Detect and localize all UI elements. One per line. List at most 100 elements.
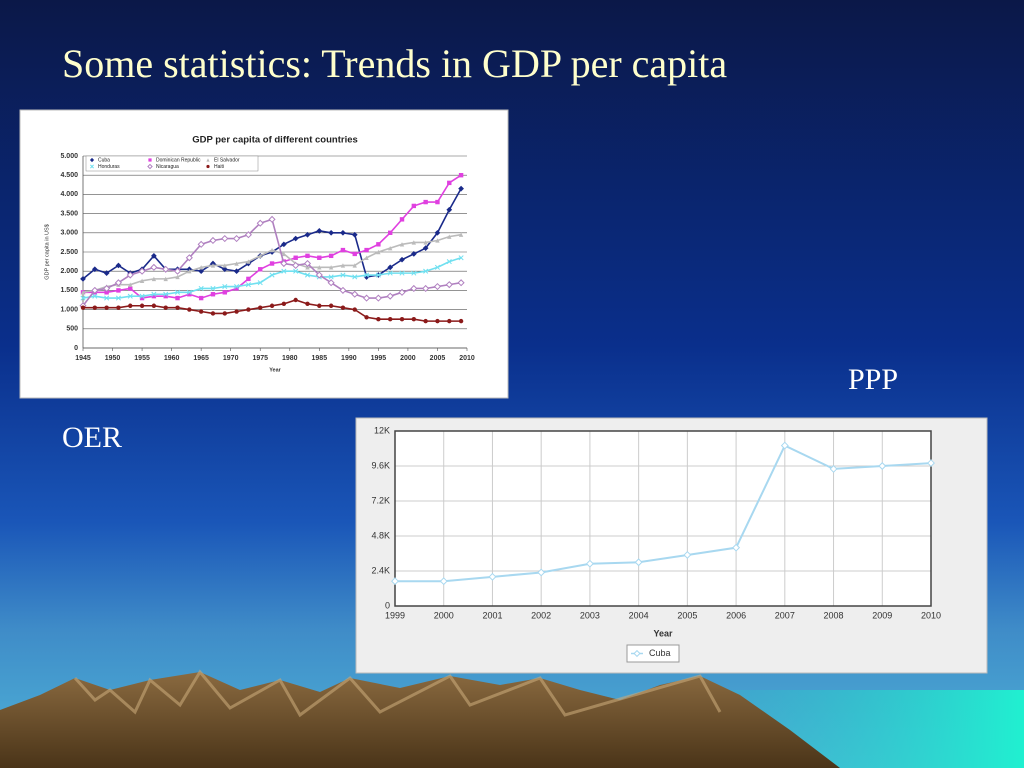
- y-tick-label: 9.6K: [371, 460, 390, 470]
- marker: [148, 158, 152, 162]
- y-tick-label: 7.2K: [371, 495, 390, 505]
- marker: [376, 242, 381, 247]
- marker: [222, 284, 228, 290]
- marker: [281, 241, 287, 248]
- legend-label: Cuba: [649, 648, 671, 658]
- marker: [281, 301, 287, 307]
- marker: [399, 270, 405, 276]
- marker: [410, 251, 417, 257]
- marker: [423, 240, 428, 245]
- marker: [732, 543, 741, 552]
- marker: [328, 265, 334, 270]
- marker: [439, 577, 448, 586]
- marker: [364, 255, 369, 260]
- x-tick-label: 1950: [105, 355, 121, 362]
- y-tick-label: 0: [74, 345, 78, 352]
- y-tick-label: 4.500: [60, 172, 78, 179]
- marker: [351, 231, 358, 238]
- marker: [128, 286, 133, 291]
- marker: [258, 253, 263, 259]
- marker: [387, 270, 393, 276]
- legend-label: Nicaragua: [156, 164, 179, 170]
- x-tick-label: 2000: [434, 610, 454, 620]
- x-tick-label: 2001: [482, 610, 502, 620]
- x-tick-label: 2005: [430, 355, 446, 362]
- y-tick-label: 12K: [374, 425, 390, 435]
- marker: [269, 247, 275, 253]
- marker: [234, 309, 239, 314]
- marker: [233, 268, 240, 275]
- marker: [198, 268, 205, 275]
- marker: [423, 199, 428, 205]
- marker: [269, 272, 275, 278]
- marker: [388, 317, 393, 322]
- marker: [585, 559, 594, 568]
- marker: [303, 259, 312, 268]
- marker: [292, 261, 300, 270]
- marker: [258, 305, 263, 310]
- marker: [399, 256, 405, 263]
- marker: [304, 272, 311, 278]
- marker: [139, 295, 145, 301]
- marker: [162, 265, 170, 273]
- marker: [198, 285, 204, 292]
- marker: [104, 305, 109, 310]
- x-tick-label: 1990: [341, 355, 357, 362]
- marker: [317, 303, 322, 308]
- slide-label: PPP: [848, 363, 898, 396]
- marker: [256, 219, 264, 227]
- marker: [317, 255, 322, 260]
- x-tick-label: 1999: [385, 610, 405, 620]
- marker: [210, 292, 216, 297]
- marker: [878, 462, 887, 470]
- series-line: [395, 444, 932, 583]
- marker: [399, 217, 405, 222]
- marker: [197, 240, 205, 248]
- mountain-ridges: [73, 669, 722, 718]
- marker: [80, 290, 86, 295]
- marker: [340, 229, 346, 236]
- marker: [376, 249, 381, 255]
- marker: [269, 303, 275, 308]
- marker: [91, 266, 98, 273]
- marker: [116, 288, 121, 293]
- marker: [103, 270, 110, 276]
- marker: [364, 247, 369, 253]
- marker: [80, 305, 86, 310]
- marker: [388, 230, 393, 235]
- y-tick-label: 3.500: [60, 210, 78, 217]
- marker: [447, 234, 452, 239]
- x-tick-label: 2010: [921, 610, 941, 620]
- marker: [185, 254, 193, 262]
- marker: [151, 291, 157, 297]
- plot-border: [394, 430, 932, 607]
- marker: [410, 284, 418, 293]
- x-tick-label: 2007: [775, 610, 795, 620]
- marker: [537, 568, 546, 577]
- marker: [222, 263, 227, 268]
- marker: [281, 251, 287, 257]
- marker: [209, 236, 217, 245]
- marker: [128, 282, 133, 287]
- marker: [206, 158, 210, 162]
- marker: [246, 307, 251, 312]
- marker: [399, 317, 405, 322]
- marker: [339, 286, 347, 294]
- marker: [364, 272, 370, 278]
- marker: [422, 284, 430, 293]
- marker: [115, 262, 122, 269]
- marker: [114, 279, 123, 287]
- x-tick-label: 1965: [193, 355, 209, 362]
- marker: [352, 251, 357, 257]
- marker: [328, 274, 334, 280]
- marker: [221, 234, 229, 243]
- marker: [340, 263, 346, 268]
- marker: [222, 290, 227, 295]
- marker: [829, 464, 838, 473]
- marker: [222, 311, 227, 316]
- marker: [316, 228, 323, 234]
- marker: [280, 259, 288, 268]
- marker: [174, 289, 181, 295]
- marker: [304, 231, 311, 238]
